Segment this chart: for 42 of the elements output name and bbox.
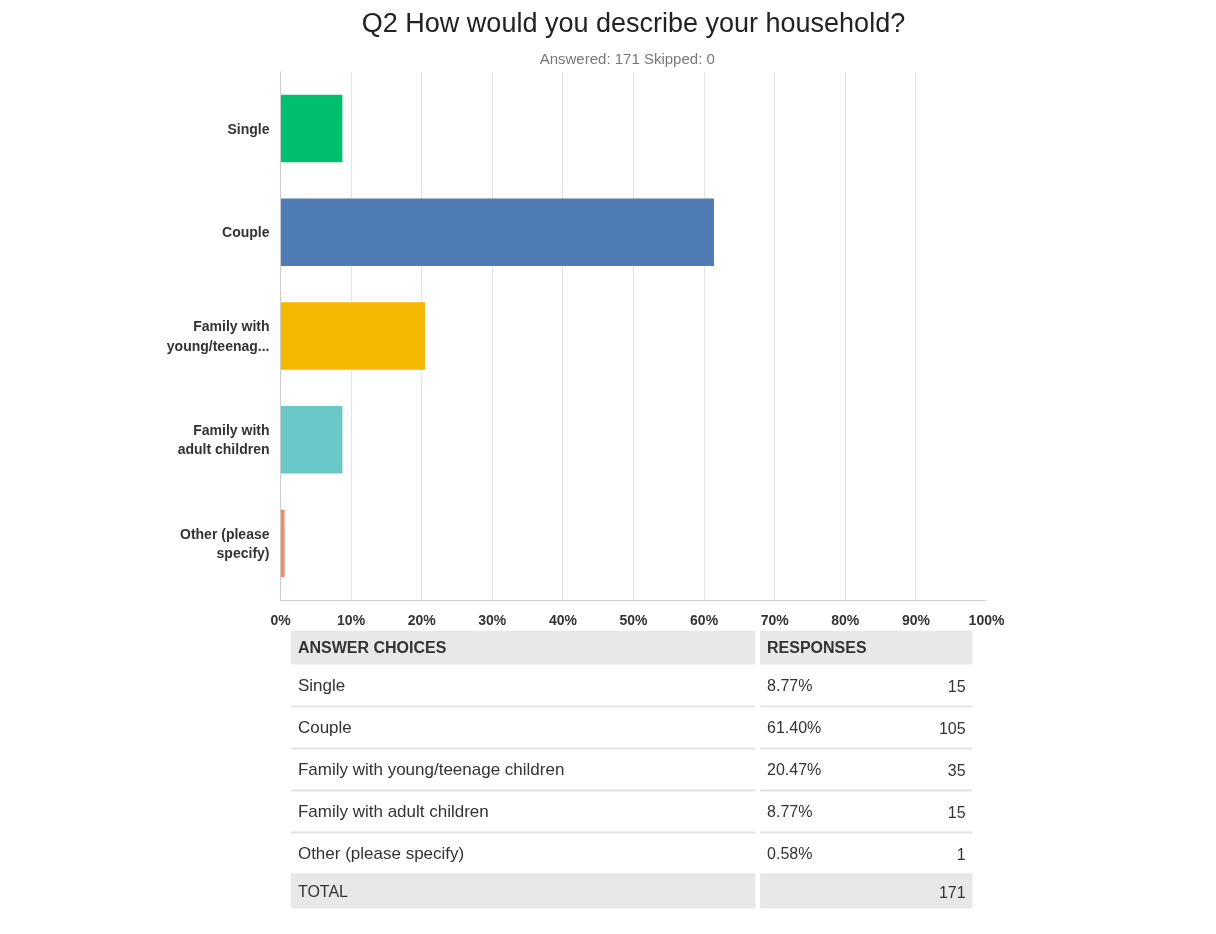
text: 0.58% (767, 845, 813, 862)
bar (280, 94, 343, 163)
bar (280, 302, 426, 370)
text: RESPONSES (767, 639, 867, 656)
text: ANSWER CHOICES (297, 639, 447, 656)
y-tick-label: Couple (222, 224, 270, 241)
x-tick-label: 10% (337, 611, 366, 628)
data-label: 35 (947, 761, 966, 779)
data-label: 1 (956, 845, 966, 863)
text: 20.47% (767, 761, 822, 778)
x-tick-label: 100% (968, 611, 1005, 628)
text: TOTAL (297, 883, 349, 900)
x-tick-label: 0% (270, 611, 292, 628)
x-tick-label: 90% (901, 611, 931, 628)
chart-subtitle: Answered: 171 Skipped: 0 (539, 49, 715, 67)
data-label: 105 (938, 719, 966, 737)
x-tick-label: 80% (831, 611, 860, 628)
x-tick-label: 20% (407, 611, 437, 628)
x-tick-label: 60% (690, 611, 719, 628)
text: 61.40% (767, 719, 822, 736)
bar (280, 198, 714, 266)
text: 171 (938, 883, 966, 901)
category-label: Couple (297, 718, 352, 737)
data-label: 15 (947, 803, 966, 821)
category-label: Other (please specify) (297, 844, 465, 863)
y-tick-label: Family with adult children (177, 422, 270, 458)
x-tick-label: 70% (760, 611, 790, 628)
x-tick-label: 40% (548, 611, 578, 628)
category-label: Family with adult children (297, 802, 489, 821)
category-label: Single (297, 676, 346, 695)
chart-title: Q2 How would you describe your household? (361, 7, 906, 38)
y-tick-label: Family with young/teenag... (166, 318, 270, 354)
text: 8.77% (767, 803, 813, 820)
x-tick-label: 30% (478, 611, 507, 628)
x-tick-label: 50% (619, 611, 649, 628)
data-label: 15 (947, 677, 966, 695)
bar (280, 509, 285, 578)
category-label: Family with young/teenage children (297, 760, 565, 779)
y-tick-label: Single (227, 120, 270, 137)
bar (280, 406, 343, 474)
text: 8.77% (767, 677, 813, 694)
y-tick-label: Other (please specify) (180, 525, 270, 562)
